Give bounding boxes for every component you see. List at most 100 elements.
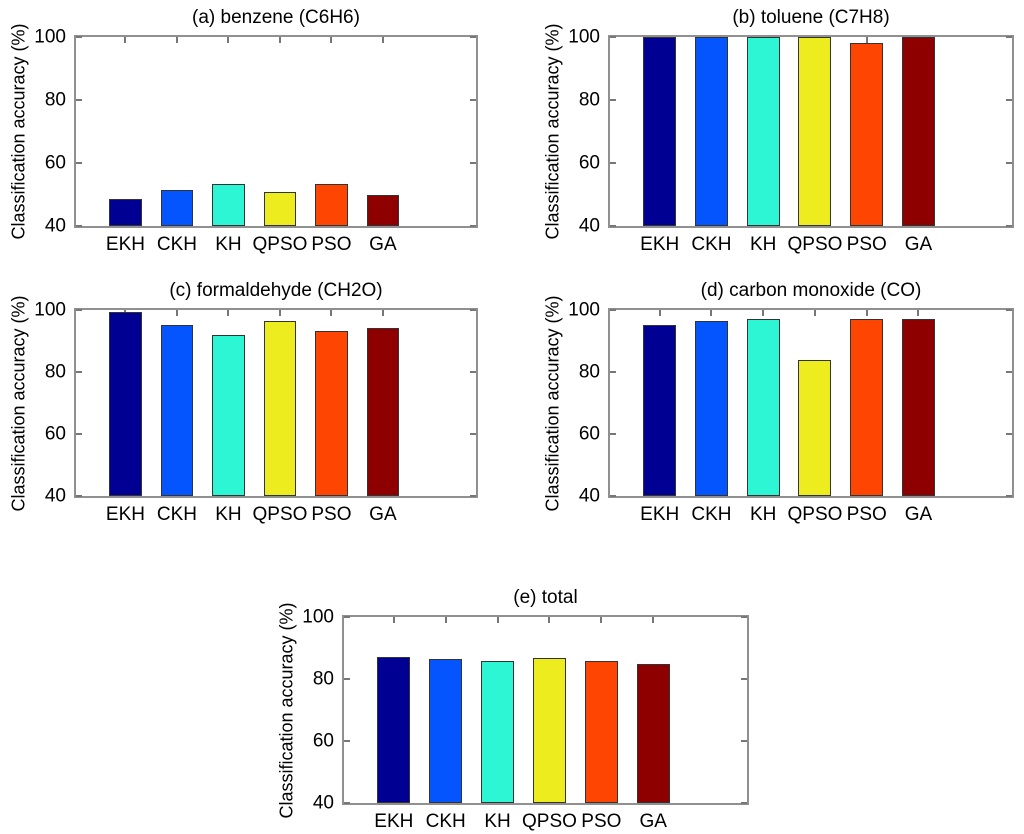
y-tick-mark-left	[76, 161, 82, 164]
x-tick-mark-top	[865, 310, 868, 316]
x-tick-label-kh: KH	[484, 811, 511, 832]
y-tick-mark-left	[610, 309, 616, 311]
x-tick-label-pso: PSO	[311, 234, 352, 255]
bar-ga	[366, 195, 400, 226]
x-tick-mark-top	[658, 310, 661, 316]
x-tick-label-ekh: EKH	[640, 234, 680, 255]
y-tick-mark-left	[610, 98, 616, 101]
x-tick-label-kh: KH	[215, 234, 242, 255]
y-tick-mark-right	[1006, 36, 1012, 38]
chart-total: (e) total Classification accuracy (%) 40…	[277, 587, 749, 832]
x-tick-mark-top	[175, 310, 178, 316]
bar-ekh	[377, 657, 411, 803]
x-tick-mark-top	[652, 617, 655, 623]
x-tick-mark-top	[444, 617, 447, 623]
x-tick-mark-top	[600, 617, 603, 623]
y-tick-label: 60	[578, 423, 600, 445]
bar-ga	[366, 327, 400, 496]
y-tick-mark-right	[1006, 225, 1012, 227]
chart-title-carbon-monoxide: (d) carbon monoxide (CO)	[700, 280, 922, 301]
y-tick-mark-right	[741, 616, 747, 618]
bar-kh	[746, 37, 780, 226]
x-tick-mark-top	[813, 310, 816, 316]
bar-qpso	[263, 191, 297, 226]
y-tick-label: 40	[44, 215, 66, 237]
y-tick-label: 40	[312, 792, 334, 814]
x-tick-mark-top	[124, 37, 127, 43]
chart-benzene: (a) benzene (C6H6) Classification accura…	[9, 7, 478, 255]
bar-ekh	[643, 324, 677, 496]
y-tick-label: 100	[34, 26, 66, 48]
x-tick-mark-top	[496, 617, 499, 623]
y-tick-mark-right	[470, 36, 476, 38]
x-tick-label-kh: KH	[749, 504, 777, 525]
y-tick-label: 60	[44, 423, 66, 445]
bar-ckh	[429, 658, 463, 803]
bar-kh	[212, 334, 245, 496]
bar-ekh	[643, 37, 677, 226]
x-tick-label-ga: GA	[369, 234, 397, 255]
y-axis-label-text: Classification accuracy (%)	[276, 601, 297, 819]
x-tick-label-ekh: EKH	[374, 811, 414, 832]
y-tick-label: 100	[302, 606, 334, 628]
y-tick-mark-right	[470, 432, 476, 435]
y-axis-label-text: Classification accuracy (%)	[8, 23, 29, 240]
y-tick-mark-left	[344, 616, 350, 618]
x-tick-label-qpso: QPSO	[787, 504, 843, 525]
x-tick-label-ckh: CKH	[691, 234, 732, 255]
bar-pso	[315, 330, 348, 496]
y-tick-mark-left	[76, 36, 82, 38]
chart-carbon-monoxide: (d) carbon monoxide (CO) Classification …	[543, 280, 1014, 525]
bar-pso	[584, 661, 618, 803]
y-tick-mark-right	[741, 802, 747, 804]
y-tick-label: 60	[312, 730, 334, 752]
x-tick-label-pso: PSO	[311, 504, 352, 525]
y-tick-mark-left	[610, 36, 616, 38]
bar-ga	[901, 319, 935, 496]
y-tick-label: 80	[44, 361, 66, 383]
bar-kh	[746, 319, 780, 496]
y-tick-mark-right	[1006, 370, 1012, 373]
x-tick-label-kh: KH	[749, 234, 777, 255]
x-tick-mark-top	[548, 617, 551, 623]
y-tick-mark-left	[76, 98, 82, 101]
bar-qpso	[532, 657, 566, 803]
bar-ga	[901, 37, 935, 226]
chart-toluene: (b) toluene (C7H8) Classification accura…	[543, 7, 1014, 255]
x-tick-label-qpso: QPSO	[787, 234, 843, 255]
y-tick-label: 60	[578, 152, 600, 174]
x-tick-mark-top	[381, 310, 384, 316]
x-tick-label-ckh: CKH	[156, 504, 198, 525]
x-tick-label-ekh: EKH	[105, 234, 146, 255]
y-tick-label: 80	[44, 89, 66, 111]
y-tick-mark-right	[1006, 161, 1012, 164]
x-tick-label-ekh: EKH	[640, 504, 680, 525]
x-tick-mark-top	[227, 37, 230, 43]
y-tick-label: 40	[44, 485, 66, 507]
x-tick-label-ekh: EKH	[105, 504, 146, 525]
y-axis-label-text: Classification accuracy (%)	[542, 294, 563, 512]
y-tick-mark-right	[470, 98, 476, 101]
y-tick-mark-right	[1006, 309, 1012, 311]
y-tick-mark-right	[470, 370, 476, 373]
chart-title-toluene: (b) toluene (C7H8)	[732, 7, 890, 28]
x-tick-mark-top	[330, 37, 333, 43]
x-tick-mark-top	[392, 617, 395, 623]
x-tick-label-pso: PSO	[846, 504, 887, 525]
x-tick-label-ckh: CKH	[691, 504, 732, 525]
chart-formaldehyde: (c) formaldehyde (CH2O) Classification a…	[9, 280, 478, 525]
x-tick-label-qpso: QPSO	[522, 811, 577, 832]
bar-ckh	[160, 189, 194, 226]
bar-ekh	[109, 198, 142, 226]
y-tick-mark-right	[1006, 432, 1012, 435]
y-tick-mark-left	[344, 739, 350, 742]
y-tick-label: 100	[34, 299, 66, 321]
y-tick-label: 100	[568, 299, 600, 321]
bar-pso	[850, 43, 884, 226]
y-tick-mark-right	[1006, 495, 1012, 497]
bar-ckh	[694, 321, 728, 496]
y-tick-label: 80	[578, 89, 600, 111]
bar-ga	[636, 664, 670, 803]
bar-kh	[481, 661, 515, 803]
